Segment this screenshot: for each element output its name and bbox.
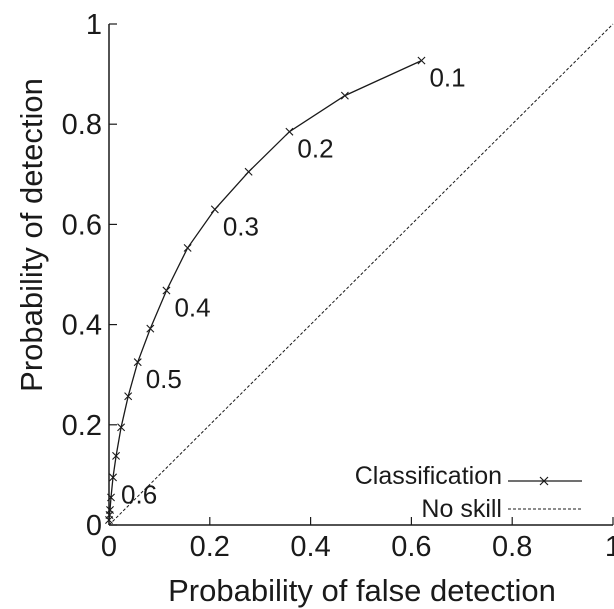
y-tick-label: 0 xyxy=(86,510,102,542)
threshold-labels: 0.1 0.2 0.3 0.4 0.5 0.6 xyxy=(121,63,466,510)
data-point-classification xyxy=(133,358,142,367)
x-tick-label: 0 xyxy=(101,531,117,563)
x-tick-label: 0.6 xyxy=(391,531,431,563)
y-tick-label: 0.4 xyxy=(62,310,102,342)
threshold-label: 0.6 xyxy=(121,479,157,509)
y-tick-label: 0.6 xyxy=(62,209,102,241)
data-point-classification xyxy=(417,56,426,65)
threshold-label: 0.5 xyxy=(146,364,182,394)
data-point-classification xyxy=(106,505,114,514)
threshold-label: 0.4 xyxy=(174,293,210,323)
data-point-classification xyxy=(183,243,192,252)
series-line-classification xyxy=(108,60,422,521)
data-point-classification xyxy=(210,205,219,214)
legend-label-classification: Classification xyxy=(355,462,502,490)
data-point-classification xyxy=(162,286,171,295)
data-point-classification xyxy=(146,324,155,333)
x-tick-label: 0.8 xyxy=(492,531,532,563)
data-point-classification xyxy=(340,91,349,100)
threshold-label: 0.2 xyxy=(297,134,333,164)
data-point-classification xyxy=(107,493,116,502)
data-point-classification xyxy=(285,127,294,136)
threshold-label: 0.3 xyxy=(223,211,259,241)
axis-ticks: 0 0.2 0.4 0.6 0.8 1 0 0.2 0.4 0.6 0.8 1 xyxy=(62,9,614,563)
x-tick-label: 1 xyxy=(605,531,614,563)
data-point-classification xyxy=(244,167,253,176)
y-tick-label: 0.2 xyxy=(62,410,102,442)
legend-marker-classification xyxy=(539,476,549,486)
legend: Classification No skill xyxy=(355,462,582,523)
threshold-label: 0.1 xyxy=(429,63,465,93)
legend-label-no-skill: No skill xyxy=(421,495,502,523)
data-point-classification xyxy=(112,451,121,460)
series-layer xyxy=(105,23,614,526)
data-point-classification xyxy=(117,423,126,432)
x-tick-label: 0.2 xyxy=(190,531,230,563)
x-tick-label: 0.4 xyxy=(290,531,330,563)
y-tick-label: 0.8 xyxy=(62,109,102,141)
plot-frame xyxy=(108,24,613,526)
y-tick-label: 1 xyxy=(86,9,102,41)
data-point-classification xyxy=(124,392,133,401)
data-point-classification xyxy=(109,473,118,482)
x-axis-label: Probability of false detection xyxy=(168,573,556,608)
series-line-no-skill xyxy=(108,23,614,526)
y-axis-label: Probability of detection xyxy=(14,78,49,392)
